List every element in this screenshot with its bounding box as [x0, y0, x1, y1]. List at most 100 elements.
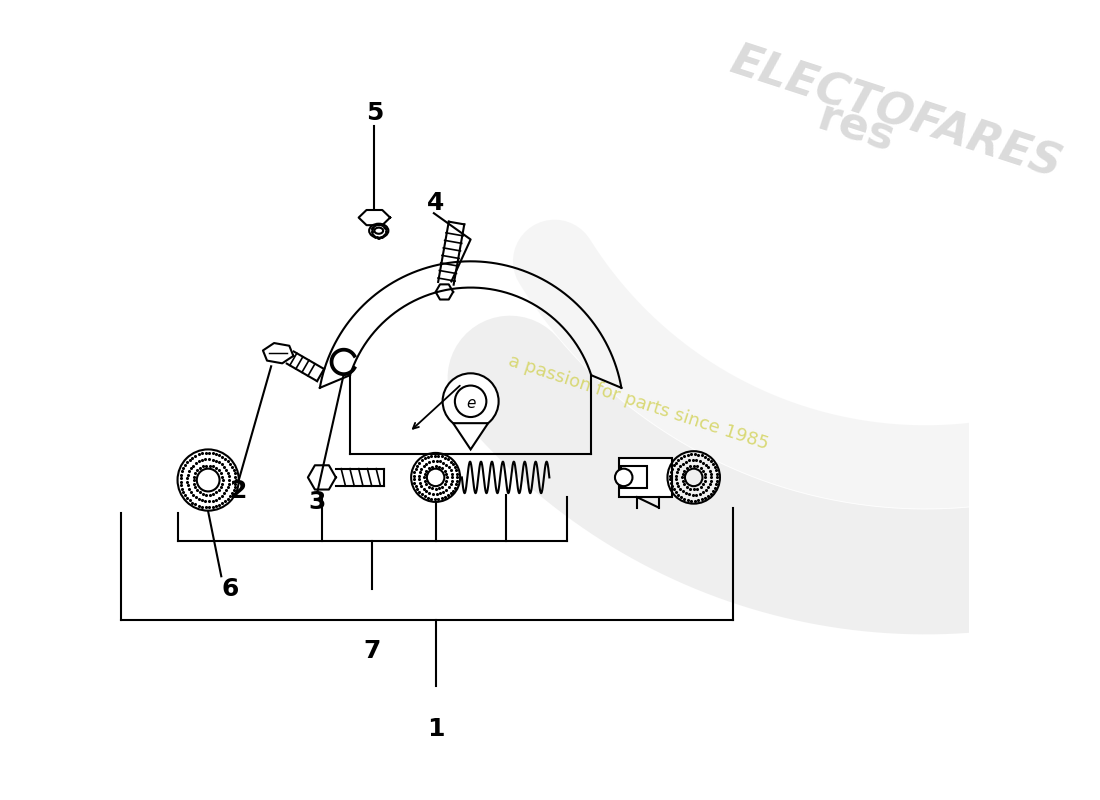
- Point: [416, 471, 433, 484]
- Point: [224, 484, 242, 497]
- Point: [443, 474, 461, 487]
- Point: [195, 460, 212, 473]
- Point: [418, 458, 436, 470]
- Point: [700, 453, 717, 466]
- Point: [433, 492, 451, 505]
- Point: [700, 481, 717, 494]
- Point: [449, 467, 466, 480]
- Point: [427, 482, 444, 495]
- Point: [703, 471, 720, 484]
- Point: [428, 488, 446, 501]
- Point: [220, 474, 238, 486]
- Point: [370, 218, 387, 230]
- Point: [691, 487, 708, 500]
- Point: [210, 491, 228, 504]
- Point: [433, 462, 451, 474]
- Point: [426, 493, 443, 506]
- Point: [204, 494, 221, 507]
- Point: [210, 449, 228, 462]
- Point: [667, 456, 684, 469]
- Point: [208, 462, 226, 474]
- Point: [436, 464, 453, 477]
- Point: [668, 476, 685, 489]
- Point: [440, 481, 458, 494]
- Point: [439, 453, 456, 466]
- Point: [187, 467, 205, 480]
- Point: [210, 483, 228, 496]
- Point: [437, 490, 454, 503]
- Point: [406, 466, 424, 478]
- Point: [364, 227, 382, 240]
- Point: [207, 454, 224, 467]
- Point: [442, 486, 460, 499]
- Text: ELECTOFARES: ELECTOFARES: [724, 39, 1066, 187]
- Point: [436, 478, 453, 490]
- Point: [424, 482, 441, 494]
- Point: [706, 461, 724, 474]
- Point: [664, 483, 682, 496]
- Point: [437, 451, 454, 464]
- Point: [433, 480, 451, 493]
- Point: [412, 454, 430, 467]
- Point: [210, 456, 228, 469]
- Point: [415, 459, 432, 472]
- Point: [419, 450, 437, 463]
- Point: [443, 467, 461, 480]
- Point: [176, 458, 194, 471]
- Bar: [619, 458, 672, 497]
- Point: [690, 448, 707, 461]
- Point: [449, 474, 466, 487]
- Point: [672, 490, 690, 503]
- Point: [182, 462, 199, 474]
- Point: [438, 471, 455, 484]
- Point: [363, 226, 381, 238]
- Point: [663, 462, 681, 475]
- Point: [418, 464, 436, 477]
- Point: [184, 496, 201, 509]
- Text: 5: 5: [365, 101, 383, 125]
- Point: [696, 467, 714, 480]
- Point: [694, 486, 712, 498]
- Point: [226, 481, 243, 494]
- Point: [221, 490, 239, 503]
- Point: [190, 492, 208, 505]
- Point: [449, 471, 466, 484]
- Point: [670, 479, 688, 492]
- Point: [375, 229, 393, 242]
- Point: [675, 478, 693, 490]
- Point: [447, 481, 464, 494]
- Point: [697, 458, 715, 471]
- Point: [372, 231, 389, 244]
- Point: [682, 494, 700, 507]
- Point: [408, 482, 426, 495]
- Point: [187, 457, 205, 470]
- Point: [213, 470, 231, 483]
- Point: [696, 474, 714, 487]
- Point: [431, 487, 449, 500]
- Point: [662, 466, 680, 478]
- Point: [184, 459, 201, 472]
- Point: [176, 489, 194, 502]
- Polygon shape: [453, 423, 488, 450]
- Point: [670, 489, 688, 502]
- Point: [420, 486, 438, 499]
- Point: [412, 479, 430, 492]
- Point: [674, 457, 692, 470]
- Text: 2: 2: [230, 479, 248, 503]
- Text: res: res: [812, 96, 900, 161]
- Point: [438, 458, 455, 471]
- Point: [442, 464, 460, 477]
- Point: [200, 494, 218, 507]
- Point: [405, 470, 422, 482]
- Point: [685, 494, 703, 507]
- Point: [219, 454, 236, 467]
- Point: [172, 475, 189, 488]
- Point: [406, 476, 424, 489]
- Point: [707, 478, 725, 491]
- Point: [411, 476, 429, 489]
- Point: [173, 468, 190, 481]
- Point: [200, 446, 218, 459]
- Point: [187, 498, 205, 510]
- Point: [376, 222, 394, 234]
- Point: [172, 472, 189, 485]
